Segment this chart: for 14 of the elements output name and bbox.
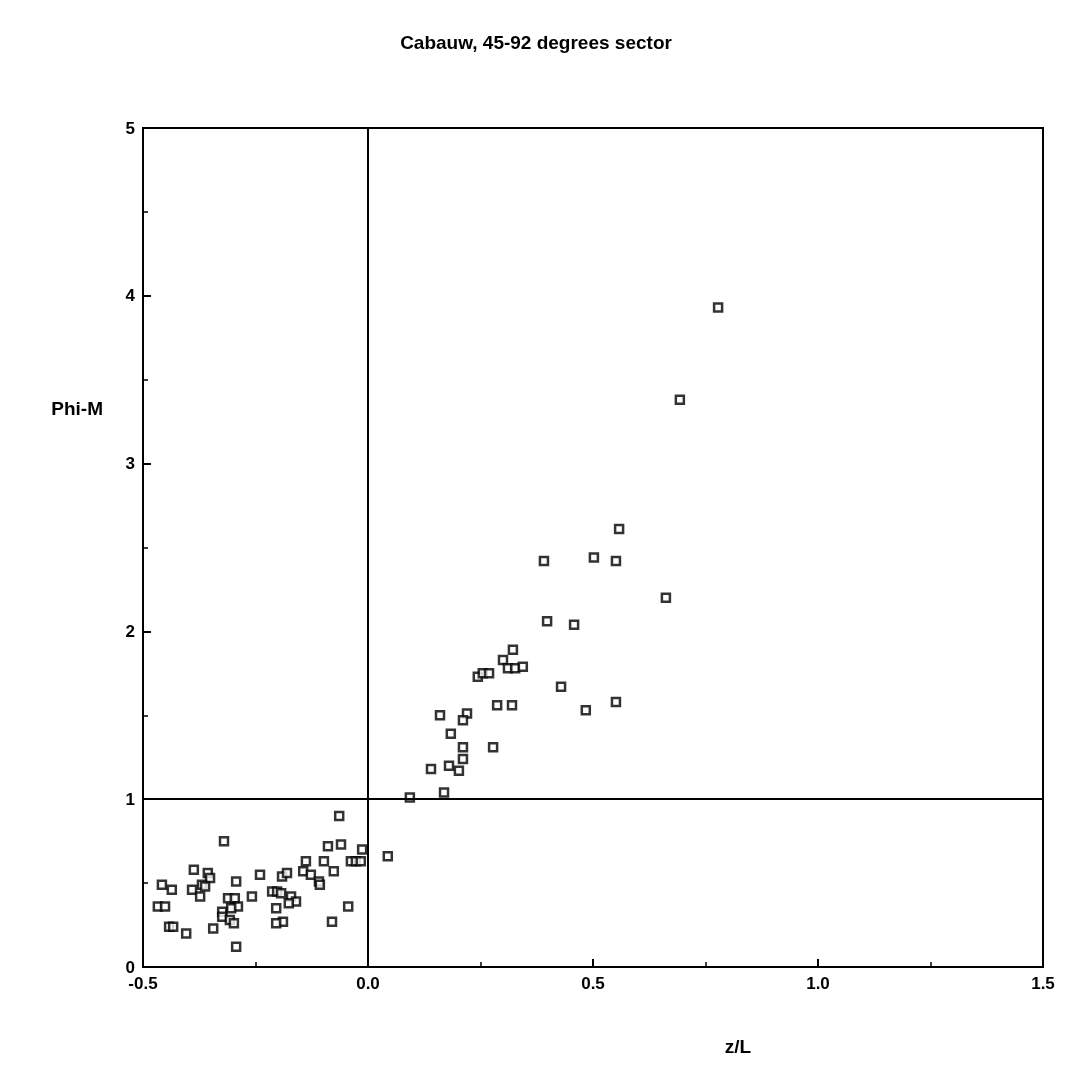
- y-axis-title: Phi-M: [51, 398, 103, 419]
- x-tick-label: 1.0: [806, 974, 830, 993]
- x-tick-label: 0.5: [581, 974, 605, 993]
- y-tick-label: 3: [125, 454, 135, 474]
- y-tick-label: 1: [125, 789, 135, 809]
- x-tick-label: 1.5: [1031, 974, 1055, 993]
- y-tick-label: 2: [125, 621, 135, 641]
- x-tick-label: -0.5: [128, 974, 158, 993]
- y-tick-label: 0: [125, 957, 135, 977]
- x-axis-title: z/L: [724, 1036, 752, 1057]
- chart-title: Cabauw, 45-92 degrees sector: [400, 32, 673, 53]
- y-tick-label: 5: [125, 118, 135, 138]
- x-tick-label: 0.0: [356, 974, 380, 993]
- y-tick-label: 4: [125, 286, 136, 306]
